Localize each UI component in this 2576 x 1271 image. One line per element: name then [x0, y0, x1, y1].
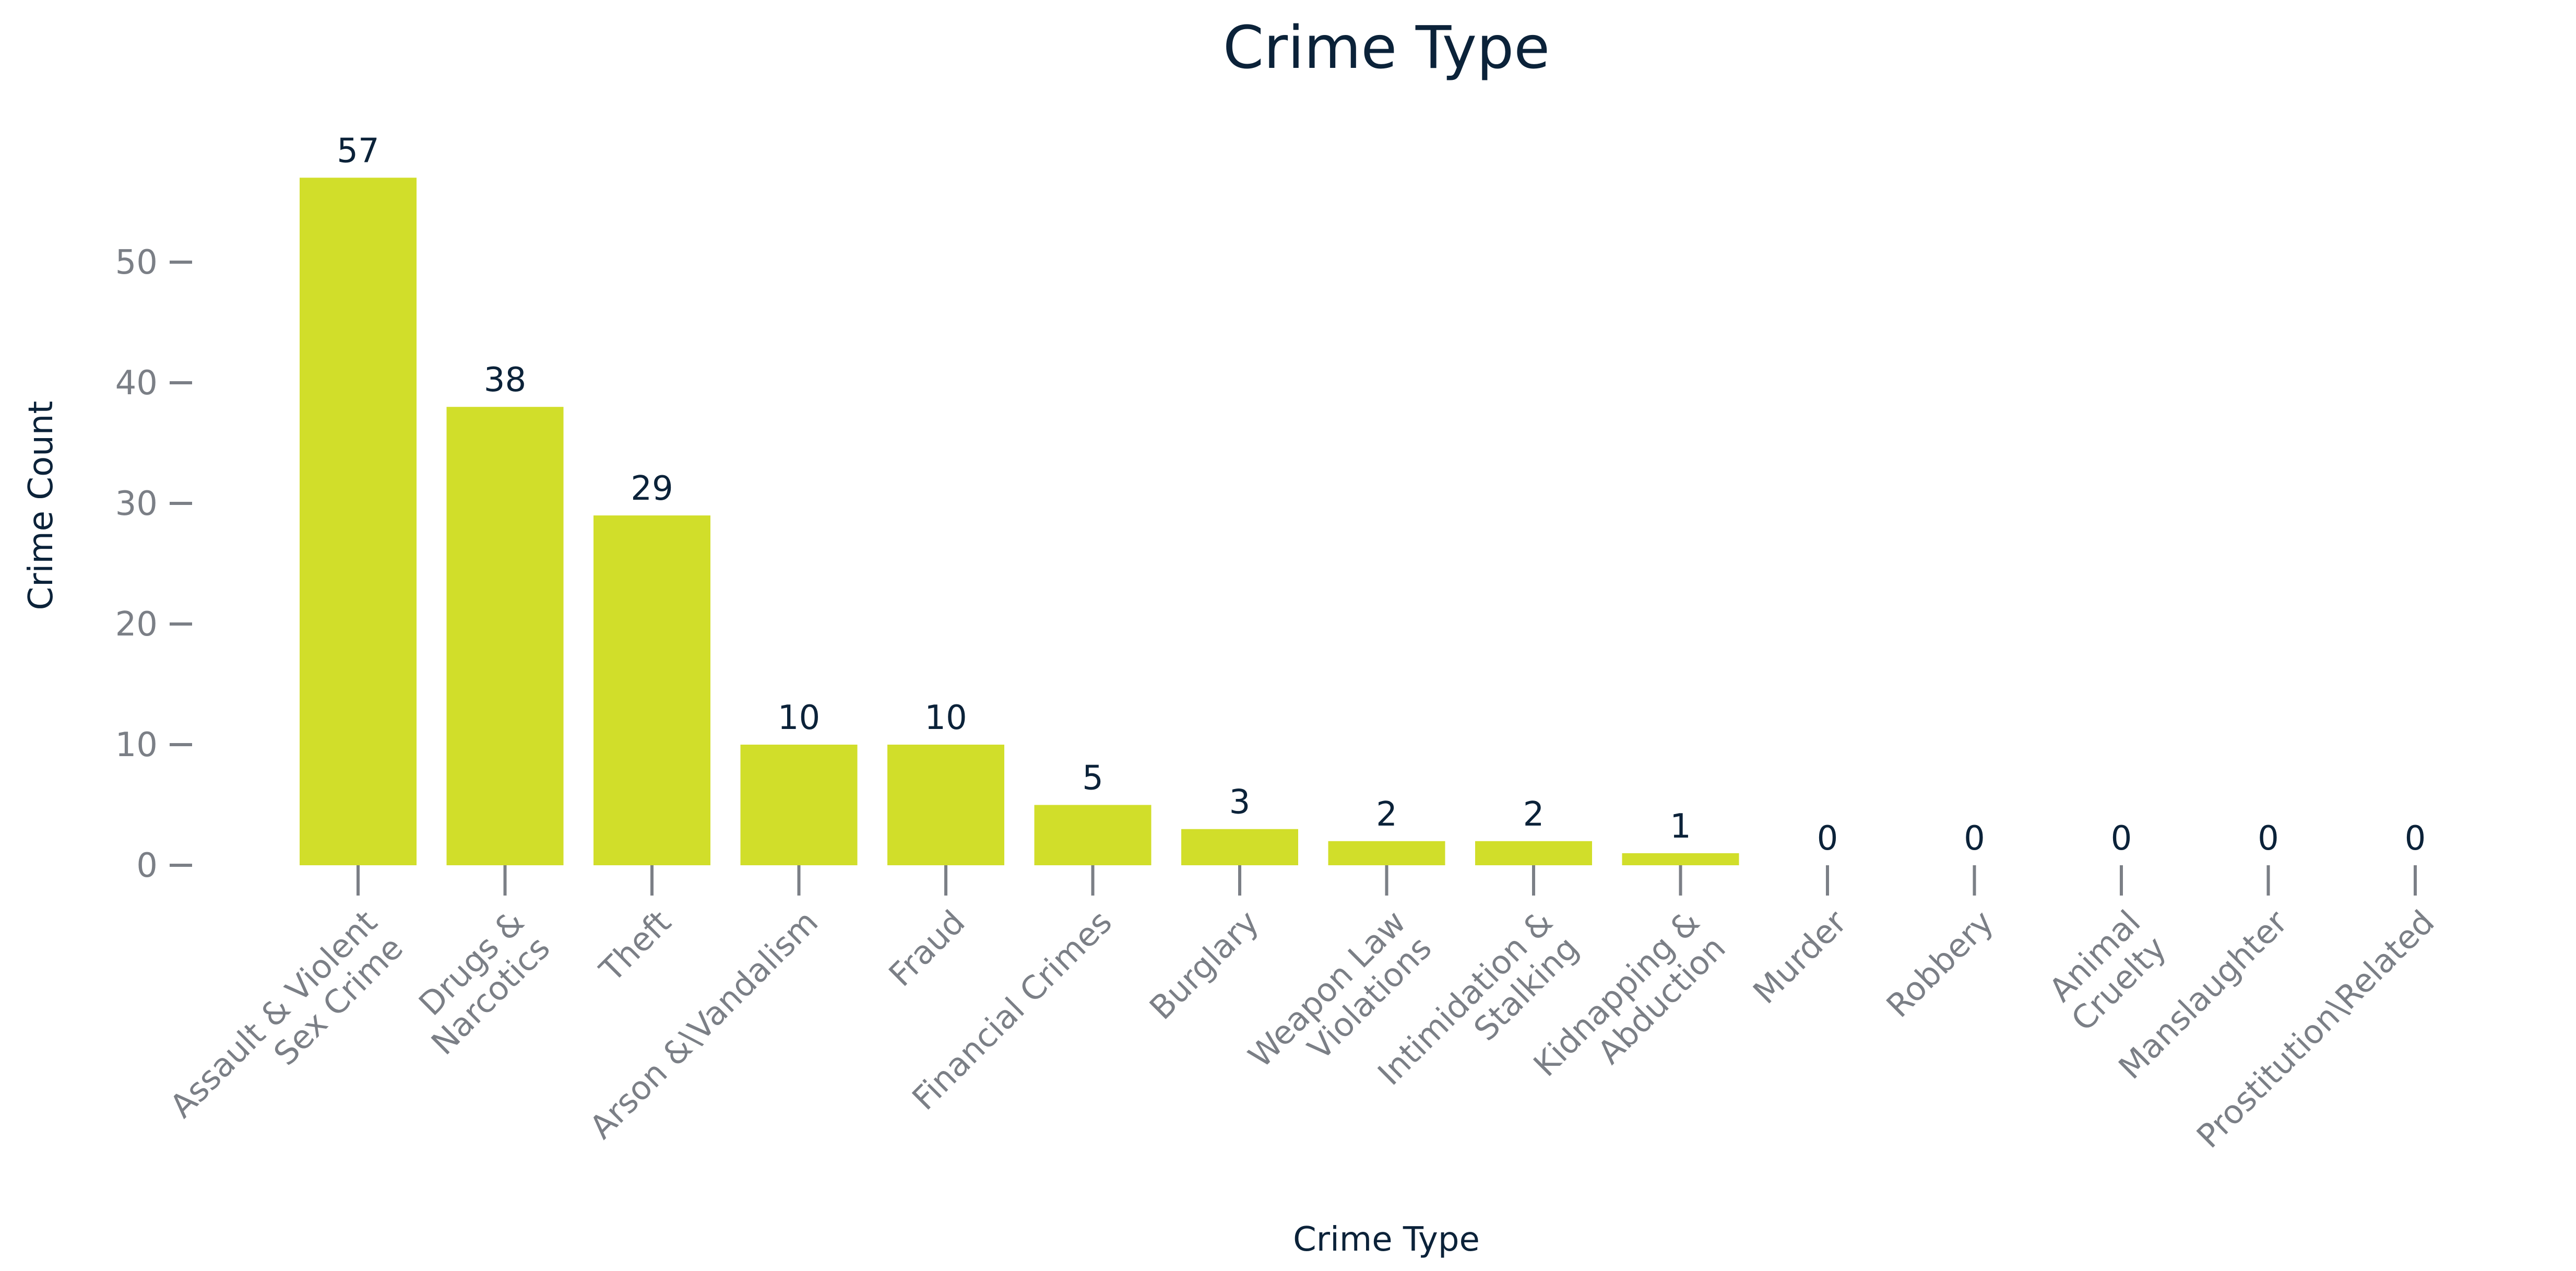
x-tick-label-line: Murder	[1746, 903, 1854, 1011]
bar	[446, 407, 564, 865]
y-tick-label: 30	[115, 485, 158, 523]
bar	[593, 515, 710, 865]
bar	[1034, 805, 1152, 865]
chart-title: Crime Type	[1223, 14, 1550, 82]
x-tick-label-line: Prostitution\Related	[2189, 903, 2442, 1156]
data-label: 2	[1376, 795, 1397, 834]
y-tick-label: 0	[136, 846, 158, 885]
bar	[1328, 841, 1445, 865]
x-tick-label: Robbery	[1879, 903, 2001, 1025]
bar	[300, 178, 417, 865]
data-label: 1	[1670, 807, 1691, 846]
data-label: 0	[2258, 819, 2279, 858]
x-tick-label: Fraud	[881, 903, 972, 994]
x-tick-label: Drugs &Narcotics	[398, 903, 557, 1062]
bar	[740, 745, 858, 865]
bar	[887, 745, 1004, 865]
data-label: 29	[631, 469, 673, 508]
y-axis: 0 10 20 30 40 50	[115, 243, 192, 885]
x-axis-title: Crime Type	[1293, 1220, 1480, 1259]
y-tick-label: 40	[115, 364, 158, 403]
data-label: 0	[1964, 819, 1985, 858]
x-tick-label: Murder	[1746, 903, 1854, 1011]
x-tick-label-line: Burglary	[1142, 903, 1266, 1027]
x-tick-label: Prostitution\Related	[2189, 903, 2442, 1156]
data-label: 10	[778, 699, 820, 737]
data-label: 10	[924, 699, 967, 737]
x-tick-label-line: Theft	[592, 903, 679, 990]
data-label: 38	[484, 361, 526, 399]
data-label: 0	[2111, 819, 2132, 858]
x-tick-label: Assault & ViolentSex Crime	[162, 903, 410, 1151]
data-label: 3	[1229, 783, 1251, 822]
x-tick-label: Theft	[592, 903, 679, 990]
x-tick-label-line: Robbery	[1879, 903, 2001, 1025]
data-label: 57	[337, 132, 379, 170]
x-tick-label: Burglary	[1142, 903, 1266, 1027]
data-label: 0	[1817, 819, 1838, 858]
y-tick-label: 50	[115, 243, 158, 282]
bar	[1181, 829, 1298, 865]
data-label: 2	[1523, 795, 1545, 834]
y-tick-label: 10	[115, 726, 158, 764]
x-axis: Assault & ViolentSex Crime Drugs &Narcoti…	[162, 865, 2442, 1156]
x-tick-label-line: Fraud	[881, 903, 972, 994]
y-axis-title: Crime Count	[22, 401, 61, 610]
bar	[1622, 853, 1739, 865]
bar	[1475, 841, 1592, 865]
data-label: 5	[1082, 759, 1103, 798]
data-label: 0	[2405, 819, 2426, 858]
y-tick-label: 20	[115, 605, 158, 644]
